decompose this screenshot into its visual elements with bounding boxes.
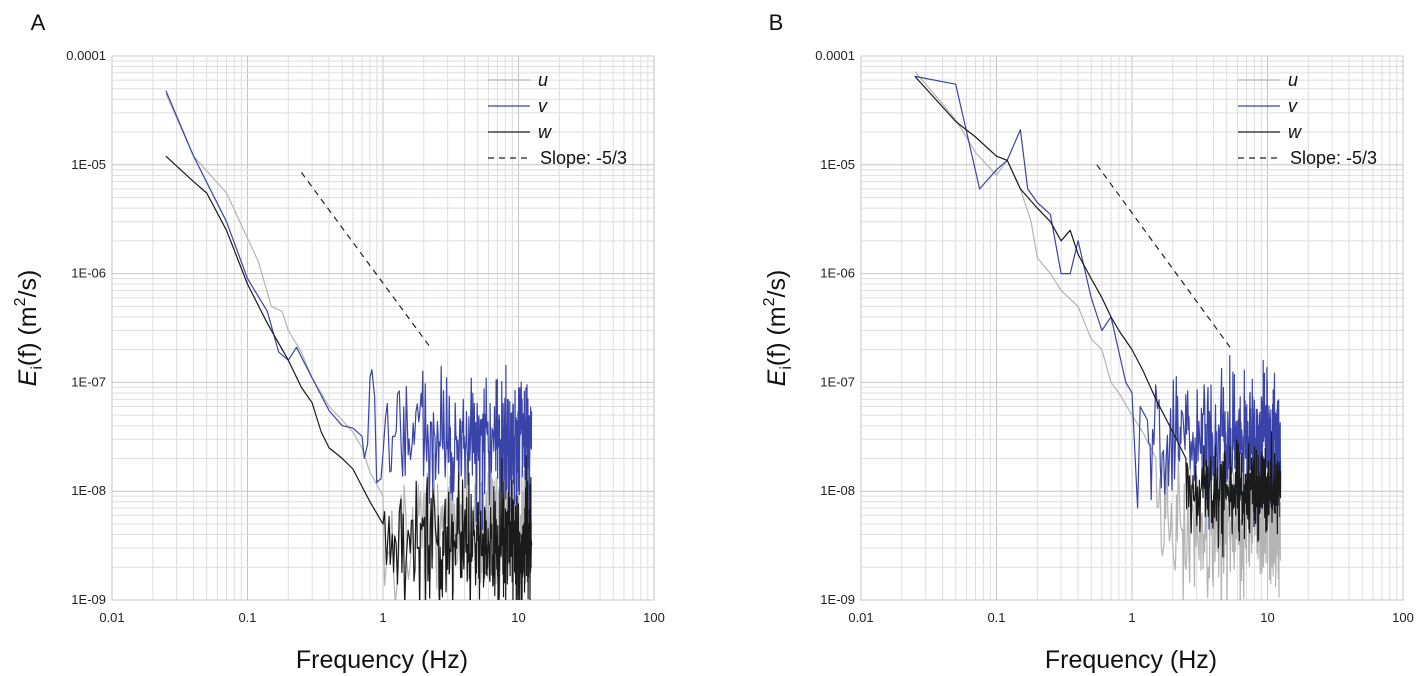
y-axis-label: Ei(f) (m2/s) <box>761 270 795 387</box>
legend-label: Slope: -5/3 <box>1290 148 1377 168</box>
y-tick-label: 1E-08 <box>71 483 106 498</box>
y-tick-label: 0.0001 <box>815 48 855 63</box>
panel-label: B <box>769 10 784 35</box>
x-axis-label: Frequency (Hz) <box>296 646 468 674</box>
x-tick-label: 10 <box>1260 610 1274 625</box>
slope-reference-line <box>1096 164 1231 348</box>
y-tick-label: 1E-07 <box>71 374 106 389</box>
series-group <box>914 71 1282 600</box>
legend-label: v <box>538 96 548 116</box>
y-tick-label: 1E-06 <box>820 266 855 281</box>
y-axis-label: Ei(f) (m2/s) <box>12 270 46 387</box>
grid <box>111 56 655 601</box>
legend-label: u <box>538 70 548 90</box>
x-axis-label: Frequency (Hz) <box>1045 646 1217 674</box>
y-tick-label: 1E-07 <box>820 374 855 389</box>
y-tick-label: 1E-05 <box>820 157 855 172</box>
series-w-line <box>914 75 1282 558</box>
x-tick-label: 0.01 <box>99 610 124 625</box>
grid <box>860 56 1404 601</box>
legend-label: v <box>1288 96 1298 116</box>
slope-reference-line <box>300 172 433 351</box>
y-tick-label: 1E-06 <box>71 266 106 281</box>
legend: uvw Slope: -5/3 <box>488 70 627 168</box>
x-tick-label: 0.1 <box>987 610 1005 625</box>
x-tick-label: 1 <box>1128 610 1135 625</box>
chart-panel-b: B 0.01 0.1 1 10 100 1E-09 1E-08 1E-07 1E-06 1E-05 0… <box>761 10 1414 674</box>
legend-label: w <box>538 122 552 142</box>
y-tick-label: 1E-08 <box>820 483 855 498</box>
series-v-line <box>165 90 533 532</box>
x-tick-label: 1 <box>379 610 386 625</box>
x-tick-label: 100 <box>643 610 665 625</box>
y-tick-label: 0.0001 <box>66 48 106 63</box>
legend: uvw Slope: -5/3 <box>1238 70 1377 168</box>
x-tick-label: 100 <box>1392 610 1414 625</box>
legend-label: u <box>1288 70 1298 90</box>
series-w-line <box>165 155 533 600</box>
legend-label: w <box>1288 122 1302 142</box>
x-tick-label: 10 <box>511 610 525 625</box>
y-tick-label: 1E-09 <box>820 592 855 607</box>
x-tick-label: 0.01 <box>848 610 873 625</box>
series-group <box>165 90 533 600</box>
legend-label: Slope: -5/3 <box>540 148 627 168</box>
y-tick-label: 1E-05 <box>71 157 106 172</box>
y-tick-label: 1E-09 <box>71 592 106 607</box>
chart-panel-a: A 0.01 0.1 1 10 100 1E-09 1E-08 1E-07 1E-06 1E-05 0… <box>12 10 665 674</box>
panel-label: A <box>31 10 46 35</box>
x-tick-label: 0.1 <box>238 610 256 625</box>
